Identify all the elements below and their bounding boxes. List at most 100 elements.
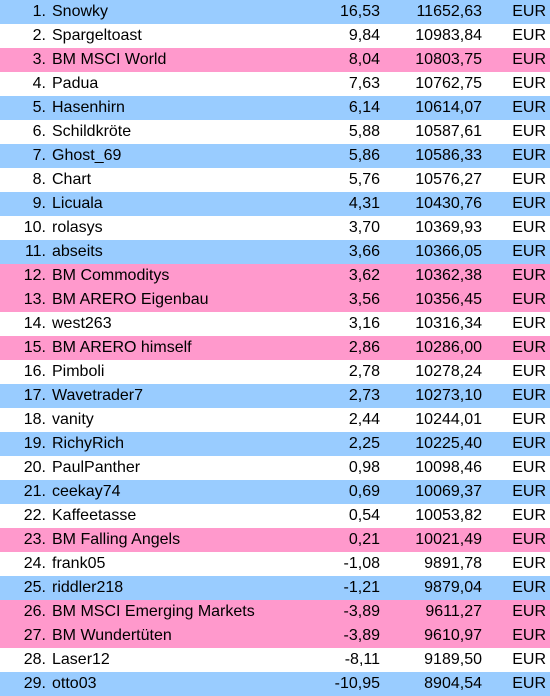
portfolio-value-cell: 9611,27	[425, 603, 482, 620]
table-row: 28. Laser12 -8,11 9189,50 EUR	[0, 648, 550, 672]
portfolio-value-cell: 10069,37	[415, 483, 482, 500]
table-row: 2. Spargeltoast 9,84 10983,84 EUR	[0, 24, 550, 48]
name-cell: PaulPanther	[52, 459, 141, 476]
percent-change-cell: 2,44	[348, 411, 380, 428]
currency-cell: EUR	[512, 555, 546, 572]
currency-cell: EUR	[512, 291, 546, 308]
currency-cell: EUR	[512, 579, 546, 596]
name-cell: BM Commoditys	[52, 267, 170, 284]
currency-cell: EUR	[512, 651, 546, 668]
percent-change-cell: 0,69	[348, 483, 380, 500]
rank-cell: 10.	[23, 219, 46, 236]
name-cell: frank05	[52, 555, 106, 572]
percent-change-cell: 9,84	[348, 27, 380, 44]
rank-cell: 18.	[23, 411, 46, 428]
table-row: 23. BM Falling Angels 0,21 10021,49 EUR	[0, 528, 550, 552]
percent-change-cell: 3,56	[348, 291, 380, 308]
currency-cell: EUR	[512, 531, 546, 548]
percent-change-cell: -10,95	[334, 675, 380, 692]
currency-cell: EUR	[512, 627, 546, 644]
name-cell: Schildkröte	[52, 123, 132, 140]
percent-change-cell: -3,89	[343, 603, 380, 620]
portfolio-value-cell: 10366,05	[415, 243, 482, 260]
name-cell: Kaffeetasse	[52, 507, 137, 524]
percent-change-cell: 0,21	[348, 531, 380, 548]
table-row: 8. Chart 5,76 10576,27 EUR	[0, 168, 550, 192]
portfolio-value-cell: 8904,54	[424, 675, 482, 692]
portfolio-value-cell: 10983,84	[415, 27, 482, 44]
rank-cell: 25.	[23, 579, 46, 596]
name-cell: Snowky	[52, 3, 109, 20]
rank-cell: 8.	[32, 171, 46, 188]
name-cell: Chart	[52, 171, 92, 188]
table-row: 11. abseits 3,66 10366,05 EUR	[0, 240, 550, 264]
portfolio-value-cell: 10273,10	[415, 387, 482, 404]
rank-cell: 20.	[23, 459, 46, 476]
table-row: 22. Kaffeetasse 0,54 10053,82 EUR	[0, 504, 550, 528]
rank-cell: 5.	[32, 99, 46, 116]
percent-change-cell: 5,86	[348, 147, 380, 164]
table-row: 18. vanity 2,44 10244,01 EUR	[0, 408, 550, 432]
percent-change-cell: 5,88	[348, 123, 380, 140]
currency-cell: EUR	[512, 123, 546, 140]
percent-change-cell: 7,63	[348, 75, 380, 92]
portfolio-value-cell: 11652,63	[416, 3, 482, 20]
currency-cell: EUR	[512, 51, 546, 68]
currency-cell: EUR	[512, 507, 546, 524]
rank-cell: 19.	[23, 435, 46, 452]
percent-change-cell: -1,21	[343, 579, 380, 596]
currency-cell: EUR	[512, 147, 546, 164]
table-row: 25. riddler218 -1,21 9879,04 EUR	[0, 576, 550, 600]
rank-cell: 16.	[23, 363, 46, 380]
rank-cell: 23.	[23, 531, 46, 548]
rank-cell: 24.	[23, 555, 46, 572]
portfolio-value-cell: 10098,46	[415, 459, 482, 476]
name-cell: BM Wundertüten	[52, 627, 172, 644]
table-row: 3. BM MSCI World 8,04 10803,75 EUR	[0, 48, 550, 72]
table-row: 15. BM ARERO himself 2,86 10286,00 EUR	[0, 336, 550, 360]
table-row: 20. PaulPanther 0,98 10098,46 EUR	[0, 456, 550, 480]
name-cell: west263	[52, 315, 112, 332]
rank-cell: 17.	[23, 387, 46, 404]
rank-cell: 11.	[24, 243, 46, 260]
rank-cell: 27.	[23, 627, 46, 644]
percent-change-cell: 3,70	[348, 219, 380, 236]
portfolio-value-cell: 10614,07	[415, 99, 482, 116]
percent-change-cell: 2,25	[348, 435, 380, 452]
portfolio-value-cell: 10587,61	[415, 123, 482, 140]
percent-change-cell: 3,16	[348, 315, 380, 332]
portfolio-value-cell: 9879,04	[424, 579, 482, 596]
currency-cell: EUR	[512, 27, 546, 44]
name-cell: Wavetrader7	[52, 387, 143, 404]
percent-change-cell: 3,62	[348, 267, 380, 284]
currency-cell: EUR	[512, 243, 546, 260]
currency-cell: EUR	[512, 219, 546, 236]
rank-cell: 14.	[23, 315, 46, 332]
portfolio-value-cell: 9891,78	[424, 555, 482, 572]
table-row: 21. ceekay74 0,69 10069,37 EUR	[0, 480, 550, 504]
percent-change-cell: 0,98	[348, 459, 380, 476]
currency-cell: EUR	[512, 411, 546, 428]
portfolio-value-cell: 10053,82	[415, 507, 482, 524]
percent-change-cell: 3,66	[348, 243, 380, 260]
table-row: 7. Ghost_69 5,86 10586,33 EUR	[0, 144, 550, 168]
name-cell: vanity	[52, 411, 94, 428]
name-cell: Licuala	[52, 195, 103, 212]
portfolio-value-cell: 10244,01	[415, 411, 482, 428]
currency-cell: EUR	[512, 363, 546, 380]
rank-cell: 13.	[23, 291, 46, 308]
table-row: 13. BM ARERO Eigenbau 3,56 10356,45 EUR	[0, 288, 550, 312]
portfolio-value-cell: 10430,76	[415, 195, 482, 212]
portfolio-value-cell: 10362,38	[415, 267, 482, 284]
currency-cell: EUR	[512, 339, 546, 356]
rank-cell: 12.	[23, 267, 46, 284]
percent-change-cell: 2,73	[348, 387, 380, 404]
rank-cell: 7.	[32, 147, 46, 164]
percent-change-cell: 6,14	[348, 99, 380, 116]
portfolio-value-cell: 10803,75	[415, 51, 482, 68]
portfolio-value-cell: 10225,40	[415, 435, 482, 452]
percent-change-cell: 8,04	[348, 51, 380, 68]
rank-cell: 28.	[23, 651, 46, 668]
name-cell: BM ARERO himself	[52, 339, 192, 356]
